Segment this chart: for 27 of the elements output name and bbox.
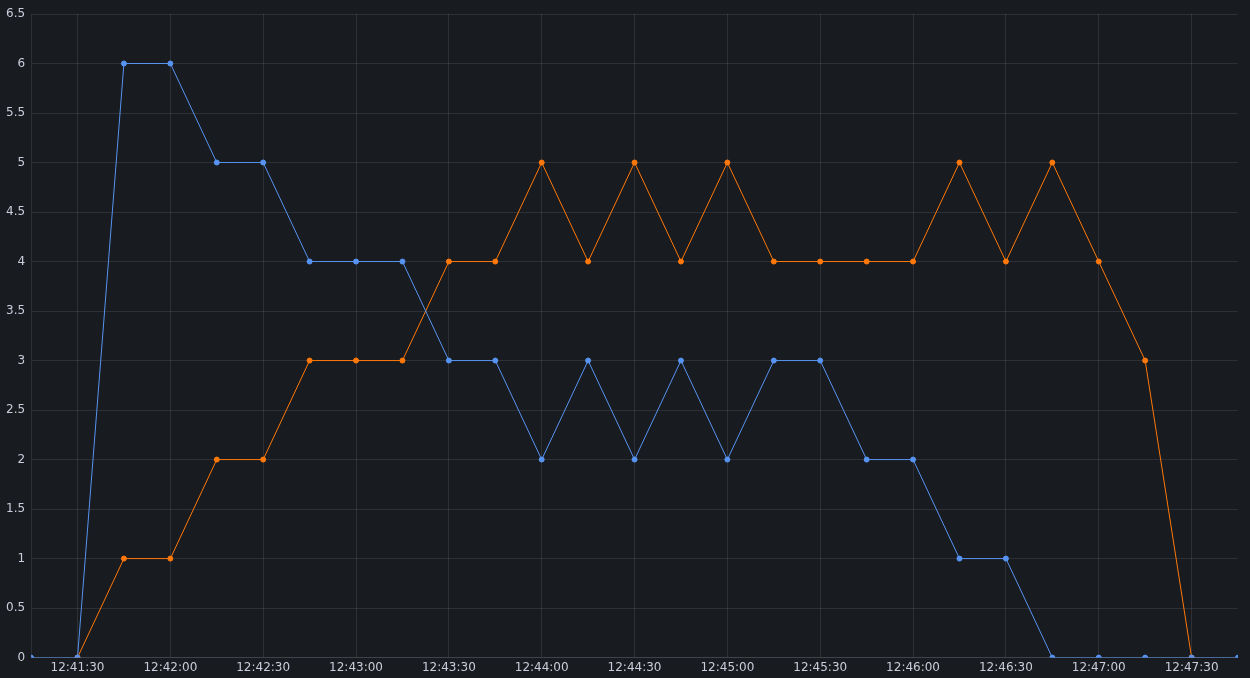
x-tick-label: 12:45:30 [793, 659, 848, 674]
x-tick-label: 12:42:30 [236, 659, 291, 674]
x-tick-label: 12:43:30 [421, 659, 476, 674]
y-tick-label: 5 [17, 154, 26, 169]
x-tick-label: 12:44:00 [514, 659, 569, 674]
x-tick-label: 12:47:30 [1164, 659, 1219, 674]
y-tick-label: 2.5 [5, 402, 26, 417]
x-tick-label: 12:41:30 [50, 659, 105, 674]
x-tick-label: 12:44:30 [607, 659, 662, 674]
y-tick-label: 1 [17, 550, 26, 565]
x-tick-label: 12:47:00 [1071, 659, 1126, 674]
x-tick-label: 12:45:00 [700, 659, 755, 674]
y-tick-label: 3 [17, 352, 26, 367]
y-tick-label: 4.5 [5, 204, 26, 219]
y-tick-label: 6.5 [5, 6, 26, 21]
y-tick-label: 0.5 [5, 600, 26, 615]
y-tick-label: 4 [17, 253, 26, 268]
y-tick-label: 5.5 [5, 105, 26, 120]
y-tick-label: 1.5 [5, 501, 26, 516]
y-tick-label: 3.5 [5, 303, 26, 318]
x-tick-label: 12:46:30 [978, 659, 1033, 674]
y-tick-label: 2 [17, 451, 26, 466]
x-tick-label: 12:42:00 [143, 659, 198, 674]
x-tick-label: 12:43:00 [329, 659, 383, 674]
y-tick-label: 6 [17, 55, 26, 70]
y-tick-label: 0 [17, 649, 26, 664]
x-tick-label: 12:46:00 [886, 659, 941, 674]
